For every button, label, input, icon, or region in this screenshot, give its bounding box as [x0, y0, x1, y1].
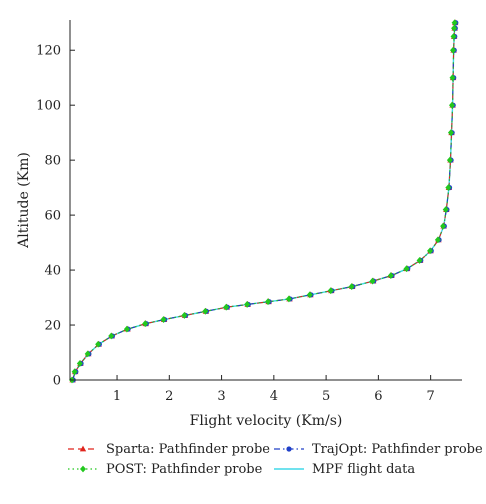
y-tick-label: 100 — [36, 99, 61, 114]
legend-swatch-sparta — [68, 445, 98, 452]
legend-marker — [79, 445, 87, 452]
x-tick-label: 4 — [270, 389, 278, 404]
x-ticks: 1 2 3 4 5 6 7 — [113, 375, 435, 404]
data-point-2 — [387, 272, 394, 279]
legend-swatch-post — [68, 465, 98, 473]
data-point-2 — [202, 307, 209, 315]
series-markers — [69, 19, 459, 384]
x-tick-label: 3 — [217, 389, 225, 404]
legend-item-mpf: MPF flight data — [274, 462, 415, 477]
data-point-2 — [447, 129, 454, 137]
data-point-2 — [427, 247, 434, 255]
data-point-2 — [348, 283, 355, 290]
data-point-2 — [445, 184, 452, 192]
legend: Sparta: Pathfinder probe TrajOpt: Pathfi… — [68, 442, 483, 477]
series-line-3 — [71, 22, 456, 381]
legend-swatch-trajopt — [274, 446, 304, 452]
data-point-2 — [123, 325, 130, 333]
data-point-2 — [265, 298, 272, 306]
data-point-2 — [416, 257, 423, 264]
legend-item-trajopt: TrajOpt: Pathfinder probe — [274, 442, 483, 457]
legend-label-trajopt: TrajOpt: Pathfinder probe — [312, 442, 483, 457]
x-tick-label: 2 — [165, 389, 173, 404]
data-point-2 — [442, 206, 449, 214]
data-point-2 — [451, 24, 458, 32]
series-line-0 — [72, 22, 456, 381]
data-point-2 — [403, 265, 410, 273]
data-point-2 — [160, 316, 167, 323]
y-tick-label: 20 — [44, 319, 61, 334]
data-point-2 — [446, 156, 453, 164]
legend-label-sparta: Sparta: Pathfinder probe — [106, 442, 270, 457]
x-axis-label: Flight velocity (Km/s) — [190, 413, 343, 429]
data-point-2 — [451, 19, 458, 27]
data-point-2 — [327, 287, 334, 295]
x-tick-label: 7 — [426, 389, 434, 404]
data-point-2 — [306, 291, 313, 299]
y-axis-label: Altitude (Km) — [16, 152, 32, 249]
data-point-2 — [440, 222, 447, 230]
data-point-2 — [84, 350, 91, 358]
legend-label-mpf: MPF flight data — [312, 462, 415, 477]
data-point-2 — [450, 46, 457, 54]
x-tick-label: 6 — [374, 389, 382, 404]
data-point-2 — [76, 360, 83, 367]
series-line-2 — [72, 22, 456, 381]
series-line-1 — [72, 22, 456, 381]
data-point-2 — [244, 301, 251, 308]
x-tick-label: 5 — [322, 389, 330, 404]
legend-marker — [286, 446, 292, 452]
axes: 1 2 3 4 5 6 7 0 20 40 60 80 100 120 — [36, 20, 462, 404]
data-point-2 — [285, 295, 292, 303]
legend-item-post: POST: Pathfinder probe — [68, 462, 263, 477]
y-tick-label: 80 — [44, 154, 61, 169]
legend-item-sparta: Sparta: Pathfinder probe — [68, 442, 270, 457]
data-point-2 — [108, 332, 115, 340]
y-tick-label: 60 — [44, 209, 61, 224]
y-tick-label: 0 — [53, 374, 61, 389]
data-point-2 — [142, 320, 149, 328]
y-tick-label: 40 — [44, 264, 61, 279]
data-point-2 — [369, 277, 376, 285]
data-point-2 — [450, 33, 457, 40]
x-tick-label: 1 — [113, 389, 121, 404]
data-point-2 — [181, 312, 188, 319]
legend-marker — [80, 465, 86, 473]
y-ticks: 0 20 40 60 80 100 120 — [36, 44, 75, 389]
data-point-2 — [71, 368, 78, 376]
legend-label-post: POST: Pathfinder probe — [106, 462, 263, 477]
data-point-2 — [448, 101, 455, 109]
series-lines — [71, 22, 456, 381]
y-tick-label: 120 — [36, 44, 61, 59]
series-markers-2 — [69, 19, 458, 384]
data-point-2 — [449, 74, 456, 82]
data-point-2 — [223, 303, 230, 311]
data-point-2 — [434, 236, 441, 244]
data-point-2 — [95, 340, 102, 348]
